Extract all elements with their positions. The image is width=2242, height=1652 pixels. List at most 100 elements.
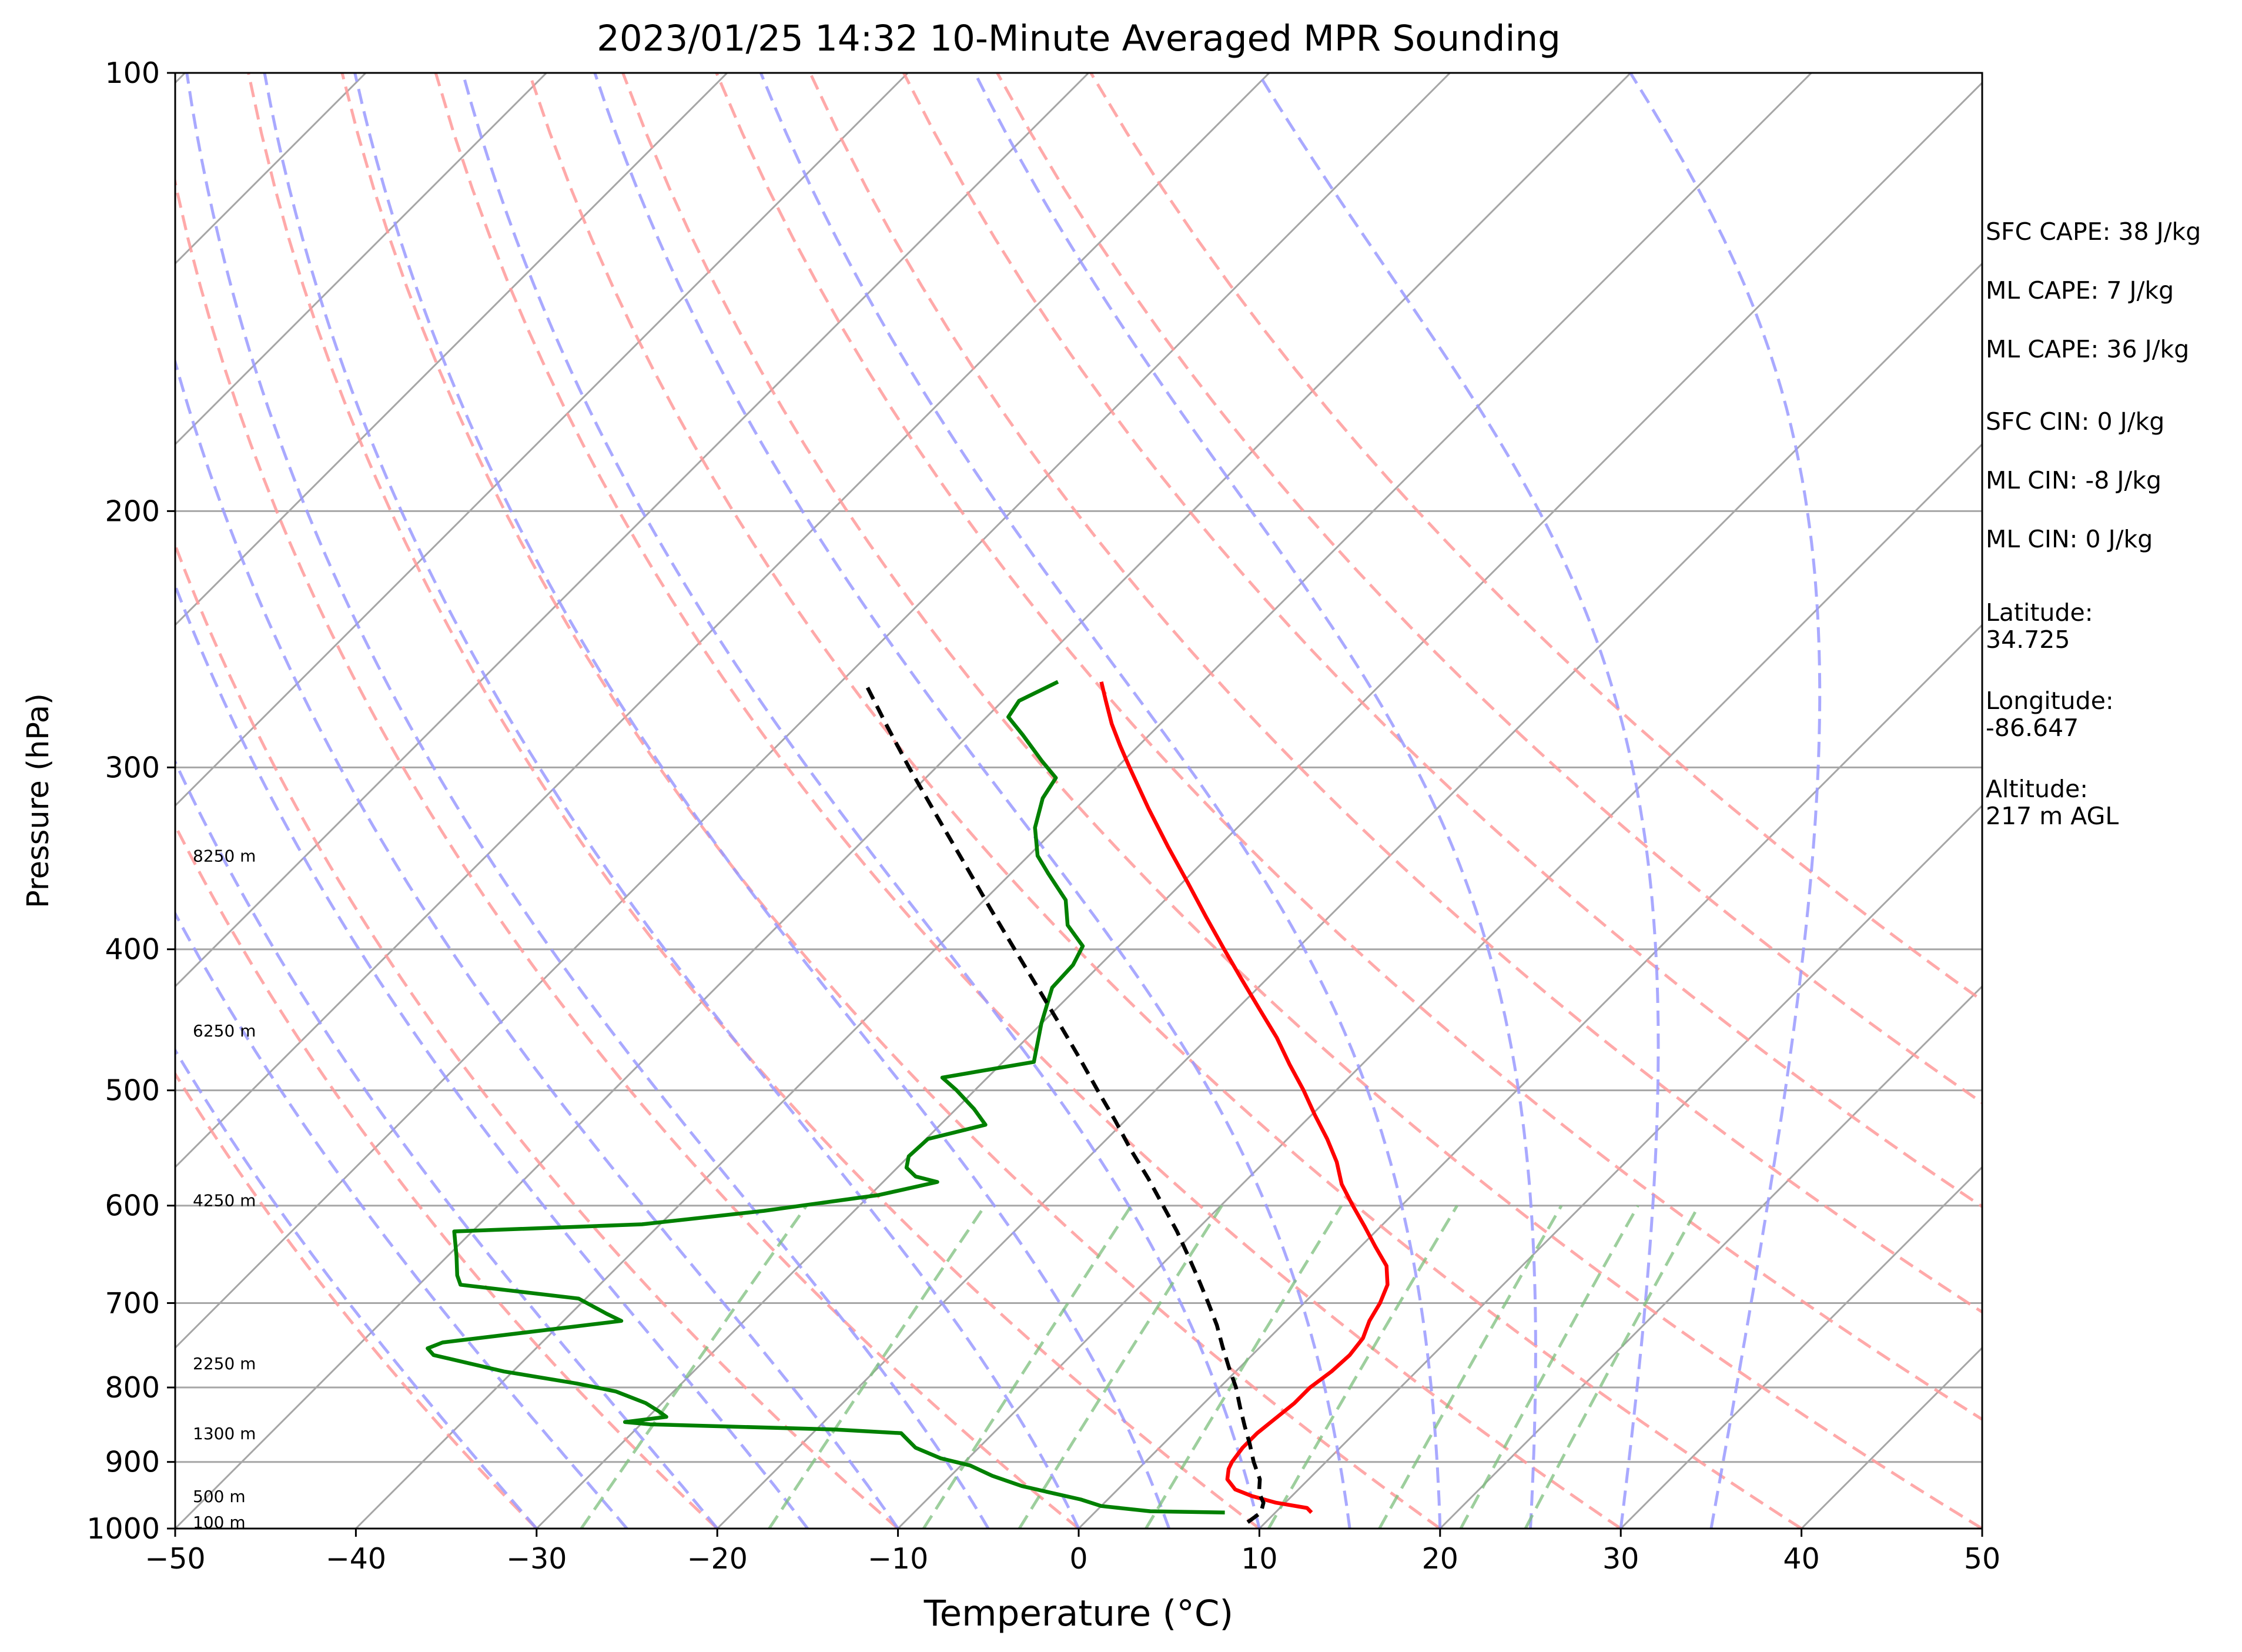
- dry-adiabat-line: [996, 73, 1982, 1105]
- isotherm-line: [1620, 1166, 1982, 1529]
- x-tick-label: 0: [1069, 1542, 1087, 1576]
- parcel-trace: [862, 681, 1266, 1524]
- moist-adiabat-line: [1257, 73, 1660, 1529]
- altitude-label: Altitude:: [1986, 775, 2089, 803]
- x-tick-label: −20: [687, 1542, 747, 1576]
- dry-adiabat-line: [247, 73, 1260, 1529]
- mixing-ratio-line: [922, 1205, 1133, 1529]
- isotherm-line: [355, 73, 1812, 1529]
- moist-adiabat-line: [175, 356, 899, 1529]
- x-tick-label: −30: [506, 1542, 567, 1576]
- isotherm-line: [536, 81, 1982, 1529]
- latitude-value: 34.725: [1986, 626, 2070, 654]
- dry-adiabat-line: [902, 73, 1982, 1209]
- isotherm-line: [175, 73, 909, 807]
- dry-adiabat-line: [340, 73, 1441, 1529]
- moist-adiabat-line: [175, 910, 628, 1529]
- isotherm-line: [175, 73, 1451, 1349]
- x-tick-label: 10: [1241, 1542, 1277, 1576]
- x-tick-label: 50: [1964, 1542, 2000, 1576]
- y-tick-label: 200: [105, 494, 160, 528]
- height-label: 6250 m: [193, 1021, 256, 1041]
- y-tick-label: 300: [105, 751, 160, 784]
- plot-frame: [174, 72, 1983, 1530]
- y-axis-title: Pressure (hPa): [21, 693, 56, 908]
- x-tick-label: 30: [1602, 1542, 1639, 1576]
- chart-title: 2023/01/25 14:32 10-Minute Averaged MPR …: [597, 18, 1561, 59]
- isotherm-line: [897, 443, 1982, 1529]
- mixing-ratio-line: [1267, 1205, 1458, 1529]
- moist-adiabat-line: [175, 1047, 538, 1529]
- x-tick-label: 20: [1422, 1542, 1458, 1576]
- height-label: 4250 m: [193, 1191, 256, 1210]
- y-tick-label: 1000: [86, 1512, 160, 1546]
- dry-adiabat-line: [175, 822, 718, 1529]
- mixing-ratio-line: [1524, 1205, 1700, 1529]
- sounding-info-panel: SFC CAPE: 38 J/kg ML CAPE: 7 J/kg ML CAP…: [1986, 0, 2238, 882]
- moist-adiabat-line: [263, 73, 1080, 1529]
- isotherm-line: [1078, 623, 1982, 1529]
- moist-adiabat-line: [175, 581, 809, 1529]
- moist-adiabat-line: [175, 758, 719, 1529]
- mixing-ratio-line: [1378, 1205, 1563, 1529]
- x-tick-label: −40: [326, 1542, 386, 1576]
- dry-adiabat-line: [528, 73, 1802, 1529]
- height-label: 2250 m: [193, 1354, 256, 1373]
- dry-adiabat-line: [434, 73, 1622, 1529]
- latitude-label: Latitude:: [1986, 598, 2093, 627]
- sfc-cin-text: SFC CIN: 0 J/kg: [1986, 407, 2165, 436]
- moist-adiabat-line: [1629, 73, 1822, 1529]
- ml-cin-text: ML CIN: -8 J/kg: [1986, 466, 2162, 494]
- ml-cin-text-2: ML CIN: 0 J/kg: [1986, 525, 2153, 553]
- sounding-traces: [426, 680, 1390, 1524]
- isotherm-line: [175, 73, 728, 627]
- dry-adiabat-line: [175, 1071, 538, 1529]
- dry-adiabat-line: [621, 73, 1982, 1529]
- moist-adiabat-line: [185, 73, 990, 1529]
- y-tick-label: 400: [105, 933, 160, 967]
- dry-adiabat-line: [808, 73, 1982, 1314]
- mixing-ratio-line: [768, 1205, 986, 1529]
- y-tick-label: 500: [105, 1074, 160, 1108]
- temperature-trace: [1099, 681, 1390, 1514]
- mixing-ratio-line: [1018, 1205, 1223, 1529]
- isotherm-line: [175, 73, 1632, 1529]
- longitude-label: Longitude:: [1986, 687, 2114, 715]
- isotherm-line: [175, 73, 1089, 988]
- y-tick-label: 800: [105, 1371, 160, 1404]
- x-axis-title: Temperature (°C): [923, 1593, 1233, 1634]
- isotherm-line: [0, 73, 4, 1529]
- sfc-cape-text: SFC CAPE: 38 J/kg: [1986, 218, 2201, 246]
- y-tick-label: 900: [105, 1446, 160, 1479]
- height-label: 1300 m: [193, 1424, 256, 1443]
- dry-adiabat-line: [175, 175, 1080, 1529]
- mixing-ratio-line: [1459, 1205, 1639, 1529]
- mixing-ratio-line: [580, 1205, 808, 1529]
- y-tick-label: 600: [105, 1189, 160, 1223]
- y-tick-label: 100: [105, 56, 160, 90]
- y-axis-ticks: 100 200 300 400 500 600 700 800 900 1000: [86, 56, 175, 1546]
- mixing-ratio-line: [1145, 1205, 1343, 1529]
- longitude-value: -86.647: [1986, 714, 2079, 742]
- moist-adiabat-line: [353, 73, 1171, 1529]
- moist-adiabat-line: [461, 73, 1261, 1529]
- height-label: 500 m: [193, 1487, 246, 1506]
- isotherm-line: [1439, 985, 1982, 1529]
- isotherm-line: [1259, 804, 1982, 1529]
- dry-adiabat-line: [175, 541, 899, 1529]
- x-axis-ticks: −50 −40 −30 −20 −10 0 10 20 30 40 50: [145, 1529, 2000, 1576]
- isotherm-line: [175, 73, 547, 446]
- y-tick-label: 700: [105, 1286, 160, 1320]
- x-tick-label: 40: [1783, 1542, 1819, 1576]
- altitude-value: 217 m AGL: [1986, 802, 2119, 830]
- moist-adiabat-line: [759, 73, 1442, 1529]
- dry-adiabat-line: [715, 73, 1982, 1422]
- height-label: 8250 m: [193, 847, 256, 866]
- isotherm-line: [717, 262, 1982, 1529]
- ml-cape-text: ML CAPE: 7 J/kg: [1986, 276, 2174, 305]
- isotherm-line: [175, 73, 1270, 1169]
- ml-cape-text-2: ML CAPE: 36 J/kg: [1986, 335, 2190, 363]
- x-tick-label: −50: [145, 1542, 205, 1576]
- moist-adiabat-line: [593, 73, 1351, 1529]
- x-tick-label: −10: [868, 1542, 928, 1576]
